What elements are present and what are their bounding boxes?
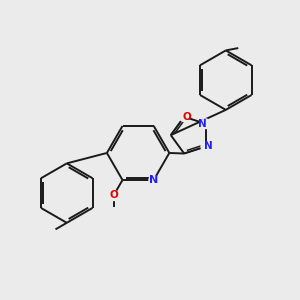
Text: N: N <box>149 175 158 185</box>
Circle shape <box>109 190 118 200</box>
Text: N: N <box>198 119 207 129</box>
Circle shape <box>179 112 189 122</box>
Circle shape <box>201 142 211 151</box>
Circle shape <box>149 175 158 185</box>
Text: N: N <box>204 142 213 152</box>
Text: O: O <box>109 190 118 200</box>
Circle shape <box>201 119 211 128</box>
Text: O: O <box>182 112 191 122</box>
